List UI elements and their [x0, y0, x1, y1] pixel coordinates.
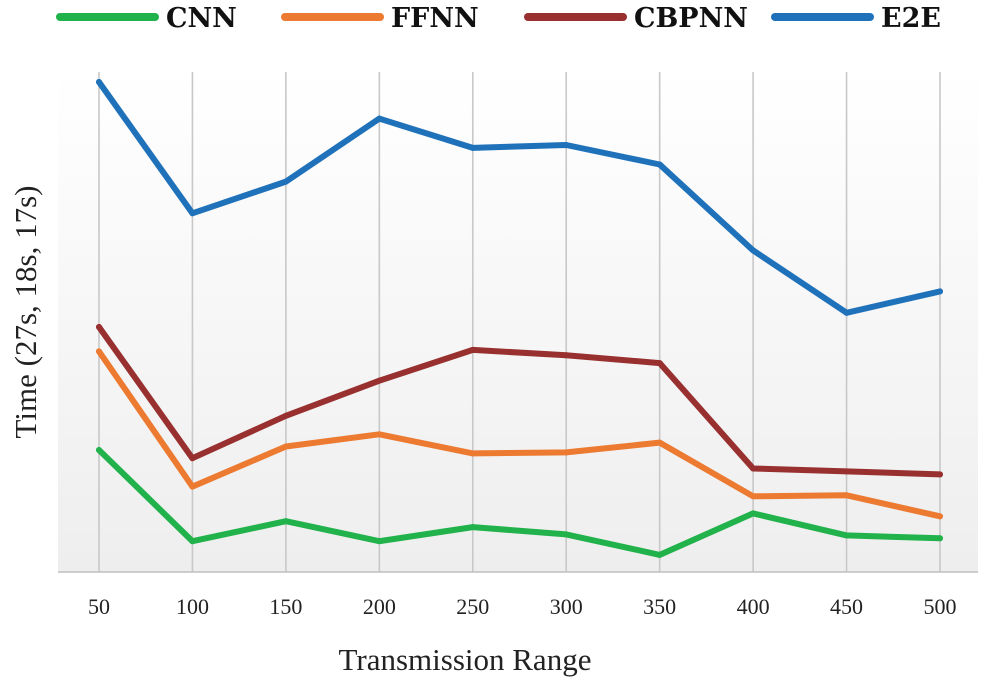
series-e2e [96, 79, 943, 316]
x-axis-title: Transmission Range [339, 642, 592, 677]
series-lines [96, 79, 943, 558]
series-line-ffnn [96, 348, 943, 520]
x-tick-label-300: 300 [550, 594, 583, 619]
legend-label-e2e: E2E [881, 3, 941, 34]
x-tick-label-400: 400 [737, 594, 770, 619]
x-tick-label-450: 450 [830, 594, 863, 619]
x-tick-label-350: 350 [643, 594, 676, 619]
data-point-e2e-350 [656, 161, 663, 168]
legend-item-e2e: E2E [771, 3, 941, 34]
data-point-ffnn-100 [189, 483, 196, 490]
data-point-ffnn-150 [282, 443, 289, 450]
data-point-e2e-400 [750, 247, 757, 254]
series-cbpnn [96, 323, 943, 478]
data-point-e2e-500 [937, 288, 943, 295]
data-point-cnn-250 [469, 524, 476, 531]
legend-label-ffnn: FFNN [391, 3, 479, 34]
legend-label-cnn: CNN [166, 3, 237, 34]
x-tick-label-200: 200 [363, 594, 396, 619]
series-ffnn [96, 348, 943, 520]
x-tick-label-100: 100 [176, 594, 209, 619]
data-point-ffnn-50 [96, 348, 102, 355]
data-point-e2e-200 [376, 115, 383, 122]
data-point-cbpnn-50 [96, 323, 102, 330]
data-point-cbpnn-300 [563, 352, 570, 359]
data-point-cbpnn-350 [656, 360, 663, 367]
data-point-e2e-100 [189, 210, 196, 217]
series-line-cbpnn [96, 324, 943, 478]
data-point-cnn-500 [937, 535, 943, 542]
data-point-cbpnn-150 [282, 412, 289, 419]
x-tick-label-500: 500 [924, 594, 957, 619]
y-axis-title: Time (27s, 18s, 17s) [8, 186, 43, 439]
legend-item-ffnn: FFNN [281, 3, 479, 34]
legend-item-cnn: CNN [56, 3, 237, 34]
x-tick-label-150: 150 [269, 594, 302, 619]
data-point-cbpnn-250 [469, 346, 476, 353]
x-tick-label-50: 50 [88, 594, 110, 619]
data-point-cnn-50 [96, 446, 102, 453]
x-tick-label-250: 250 [456, 594, 489, 619]
data-point-cbpnn-450 [843, 468, 850, 475]
data-point-ffnn-200 [376, 431, 383, 438]
data-point-ffnn-450 [843, 492, 850, 499]
data-point-cnn-450 [843, 532, 850, 539]
legend-item-cbpnn: CBPNN [524, 3, 748, 34]
data-point-cbpnn-400 [750, 465, 757, 472]
data-point-cnn-400 [750, 510, 757, 517]
data-point-cbpnn-100 [189, 455, 196, 462]
data-point-e2e-300 [563, 141, 570, 148]
grid-lines [98, 72, 941, 572]
data-point-cbpnn-500 [937, 471, 943, 478]
legend: CNN FFNN CBPNN E2E [56, 3, 941, 34]
data-point-e2e-450 [843, 309, 850, 316]
series-cnn [96, 446, 943, 558]
legend-label-cbpnn: CBPNN [634, 3, 748, 34]
data-point-cnn-100 [189, 538, 196, 545]
data-point-ffnn-250 [469, 450, 476, 457]
data-point-ffnn-500 [937, 513, 943, 520]
data-point-e2e-250 [469, 144, 476, 151]
data-point-e2e-150 [282, 178, 289, 185]
data-point-cnn-200 [376, 538, 383, 545]
x-tick-labels: 50 100 150 200 250 300 350 400 450 500 [88, 594, 957, 619]
series-line-e2e [96, 79, 943, 316]
data-point-ffnn-350 [656, 439, 663, 446]
data-point-cnn-350 [656, 551, 663, 558]
data-point-cnn-300 [563, 531, 570, 538]
data-point-cnn-150 [282, 518, 289, 525]
plot-background [58, 70, 978, 572]
data-point-cbpnn-200 [376, 377, 383, 384]
data-point-e2e-50 [96, 79, 102, 85]
data-point-ffnn-300 [563, 449, 570, 456]
data-point-ffnn-400 [750, 493, 757, 500]
series-line-cnn [96, 447, 943, 558]
